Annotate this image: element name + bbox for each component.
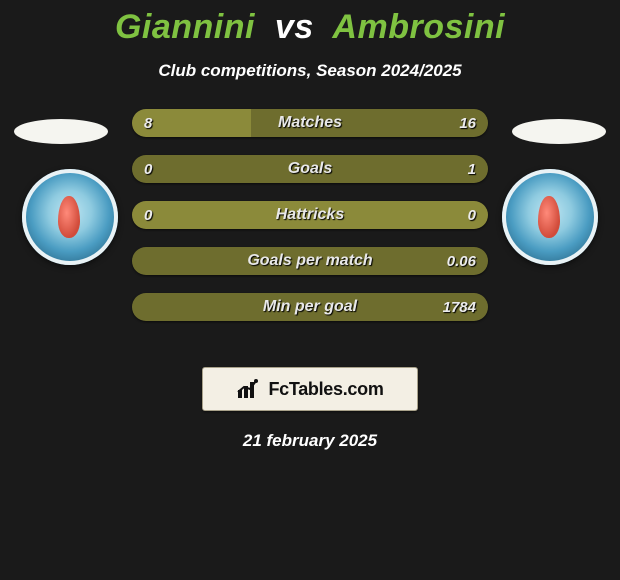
- stat-right-value: 16: [447, 109, 488, 137]
- stat-right-value: 1: [456, 155, 488, 183]
- comparison-card: Giannini vs Ambrosini Club competitions,…: [0, 0, 620, 451]
- player2-club-badge: [502, 169, 598, 265]
- stat-bars: 816Matches01Goals00Hattricks0.06Goals pe…: [132, 109, 488, 339]
- player1-club-badge: [22, 169, 118, 265]
- stat-bar: 816Matches: [132, 109, 488, 137]
- stat-left-value: 8: [132, 109, 164, 137]
- player1-name: Giannini: [115, 8, 255, 46]
- stat-bar: 00Hattricks: [132, 201, 488, 229]
- player1-halo: [14, 119, 108, 144]
- stat-left-value: [132, 293, 156, 321]
- snapshot-date: 21 february 2025: [0, 431, 620, 451]
- player2-name: Ambrosini: [332, 8, 505, 46]
- stat-bar: 01Goals: [132, 155, 488, 183]
- source-logo-text: FcTables.com: [268, 379, 383, 400]
- title-vs: vs: [275, 8, 314, 46]
- stat-right-value: 1784: [431, 293, 488, 321]
- stat-left-value: [132, 247, 156, 275]
- subtitle: Club competitions, Season 2024/2025: [0, 61, 620, 81]
- bar-chart-icon: [236, 378, 262, 400]
- stat-left-value: 0: [132, 155, 164, 183]
- stat-right-value: 0: [456, 201, 488, 229]
- stat-left-value: 0: [132, 201, 164, 229]
- page-title: Giannini vs Ambrosini: [0, 8, 620, 47]
- player2-halo: [512, 119, 606, 144]
- comparison-arena: 816Matches01Goals00Hattricks0.06Goals pe…: [0, 109, 620, 359]
- source-logo: FcTables.com: [202, 367, 418, 411]
- stat-bar: 0.06Goals per match: [132, 247, 488, 275]
- stat-bar: 1784Min per goal: [132, 293, 488, 321]
- stat-right-value: 0.06: [435, 247, 488, 275]
